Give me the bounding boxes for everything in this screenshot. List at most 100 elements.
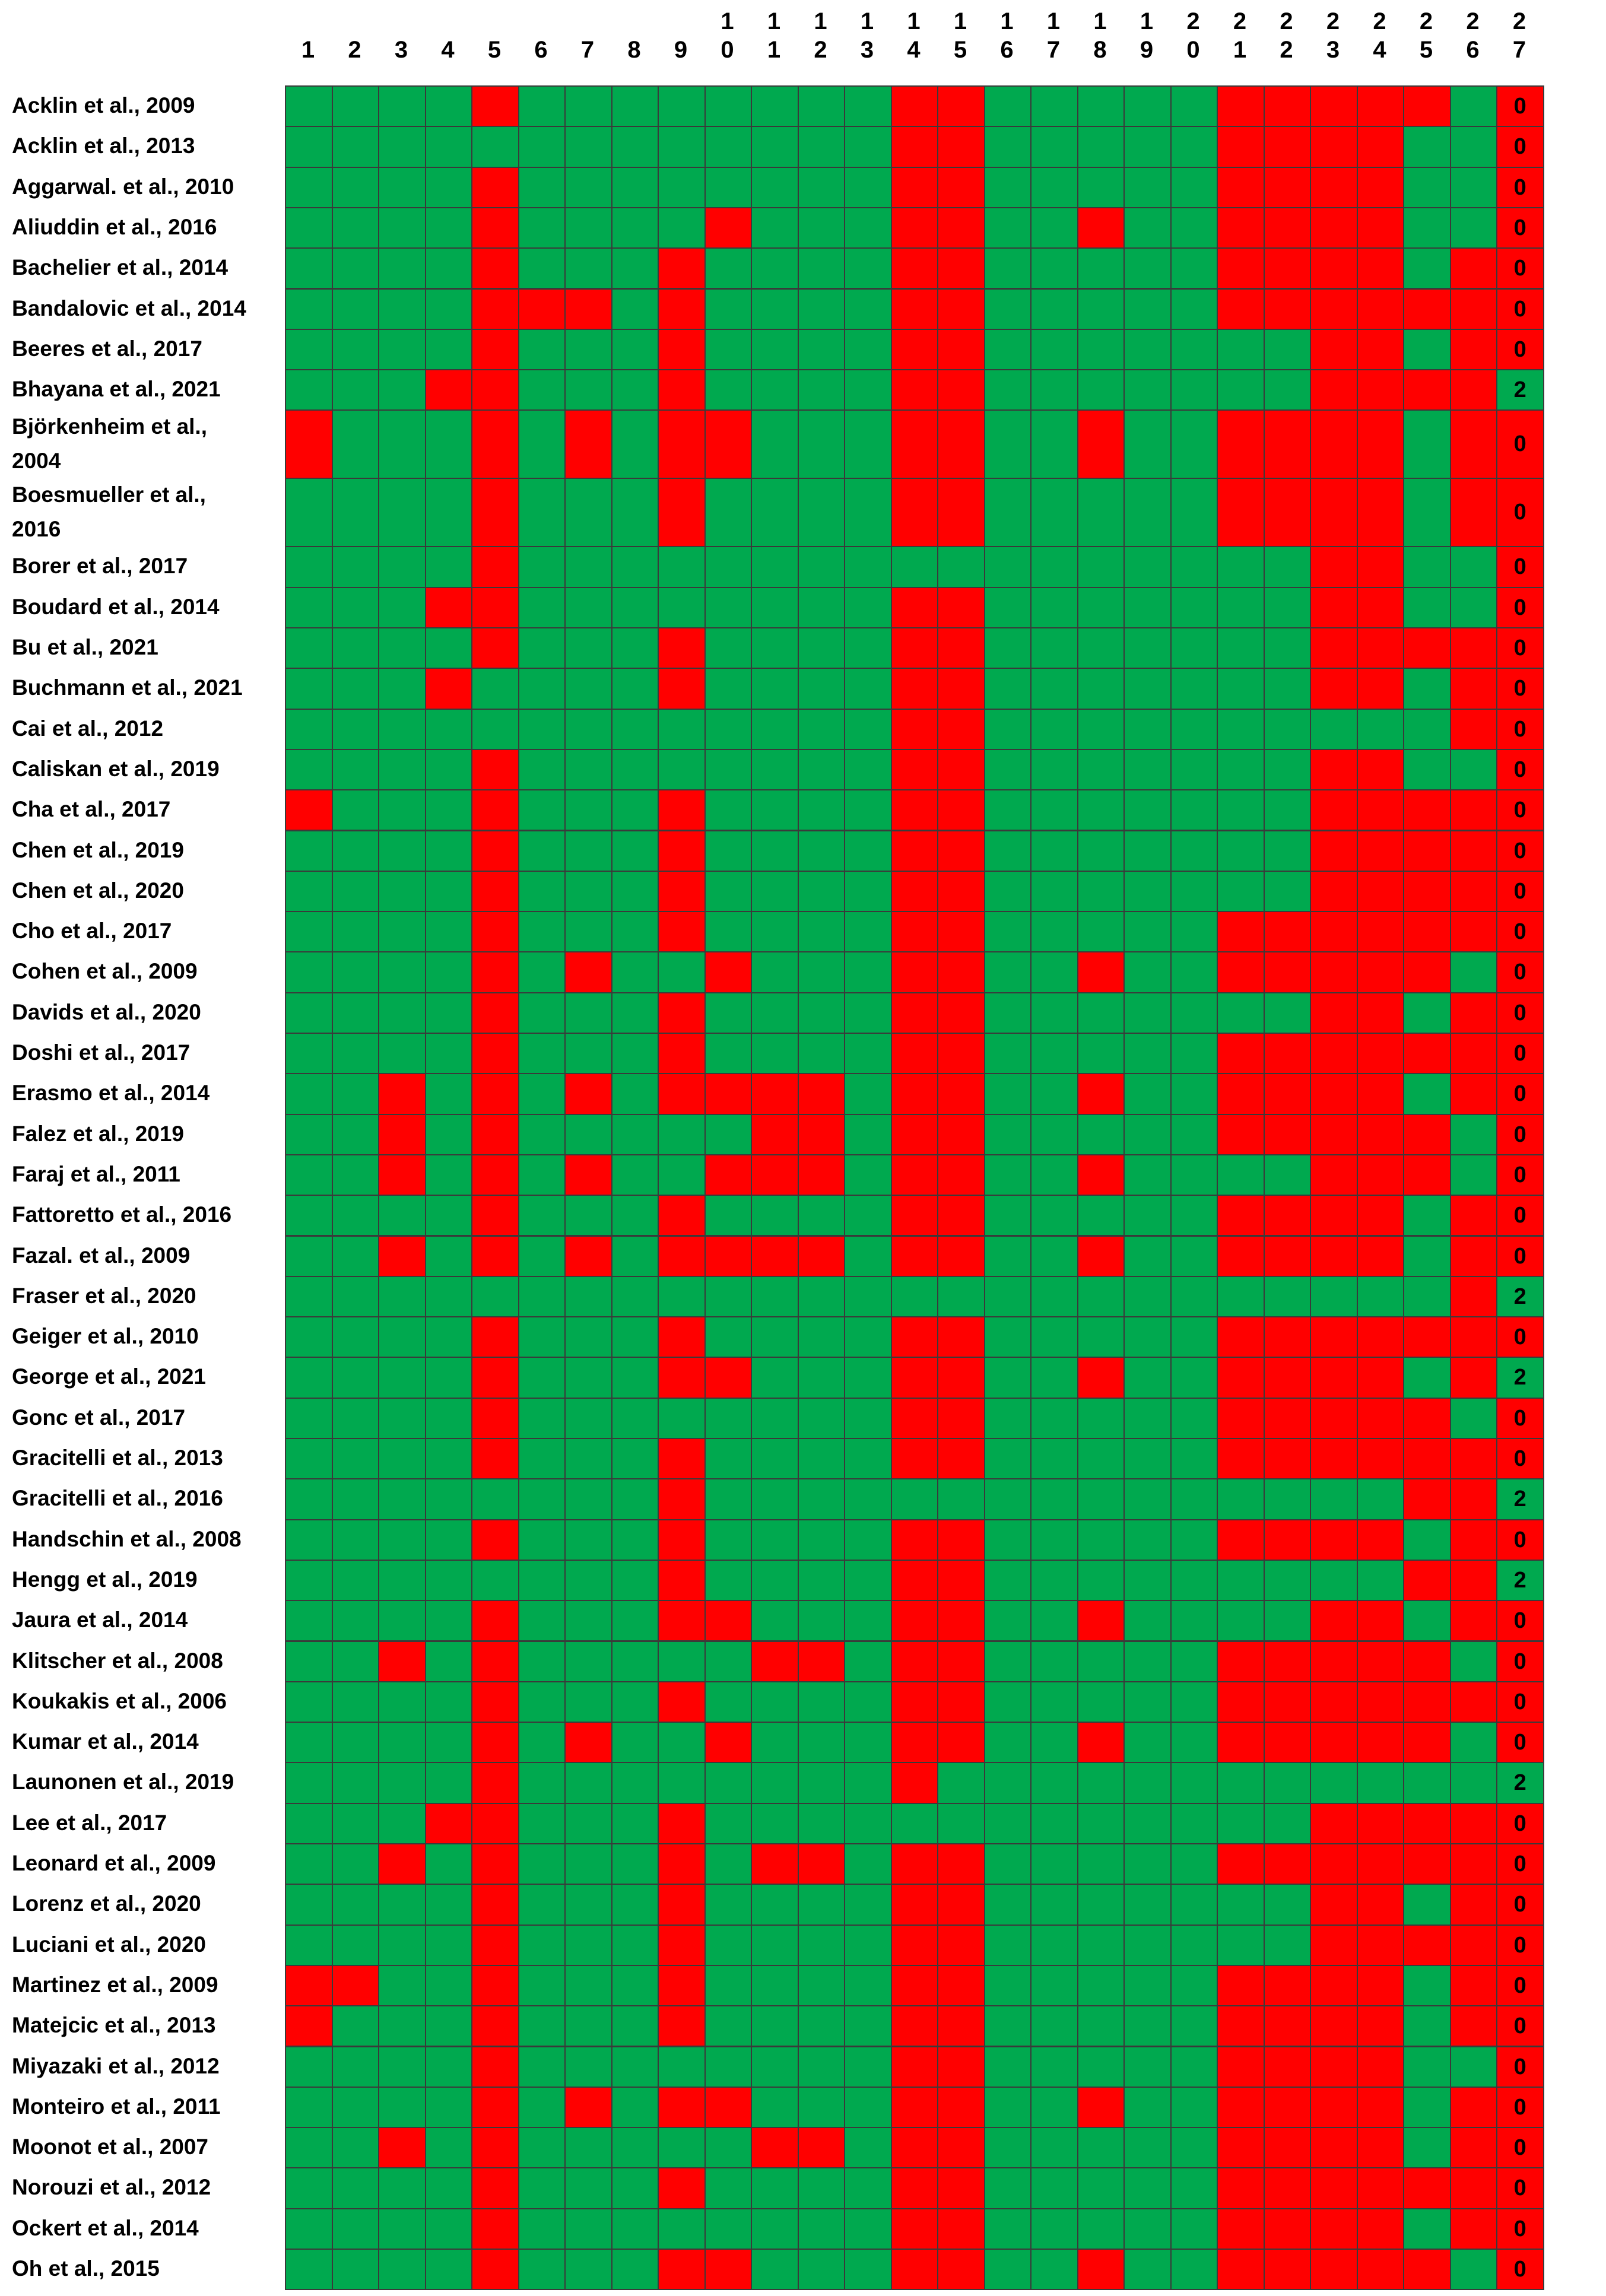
cell-14-26: [1449, 668, 1497, 710]
cell-22-20: [1170, 992, 1218, 1034]
cell-24-12: [797, 1073, 845, 1115]
cell-30-6: [518, 1316, 566, 1358]
cell-49-11: [751, 2086, 799, 2129]
cell-45-4: [424, 1924, 472, 1966]
cell-30-16: [983, 1316, 1031, 1358]
cell-32-21: [1217, 1397, 1265, 1439]
cell-23-22: [1263, 1033, 1311, 1075]
cell-8-9: [658, 369, 706, 411]
cell-14-22: [1263, 668, 1311, 710]
cell-29-20: [1170, 1275, 1218, 1318]
cell-34-7: [564, 1478, 612, 1520]
cell-15-24: [1356, 708, 1404, 750]
cell-13-19: [1123, 627, 1172, 669]
cell-28-25: [1403, 1235, 1451, 1277]
cell-8-6: [518, 369, 566, 411]
cell-4-1: [285, 207, 333, 249]
total-score: 0: [1496, 2167, 1544, 2209]
cell-29-22: [1263, 1275, 1311, 1318]
cell-49-7: [564, 2086, 612, 2129]
cell-14-15: [937, 668, 985, 710]
cell-40-15: [937, 1722, 985, 1764]
cell-17-6: [518, 789, 566, 831]
cell-7-12: [797, 328, 845, 371]
cell-5-7: [564, 247, 612, 290]
cell-20-25: [1403, 911, 1451, 953]
cell-30-7: [564, 1316, 612, 1358]
cell-22-11: [751, 992, 799, 1034]
total-score: 0: [1496, 166, 1544, 208]
cell-45-3: [378, 1924, 426, 1966]
cell-10-13: [844, 478, 892, 548]
cell-41-23: [1310, 1762, 1358, 1804]
cell-45-16: [983, 1924, 1031, 1966]
cell-13-12: [797, 627, 845, 669]
cell-39-2: [331, 1681, 379, 1723]
total-score: 0: [1496, 1316, 1544, 1358]
cell-39-3: [378, 1681, 426, 1723]
cell-16-4: [424, 748, 472, 791]
cell-47-16: [983, 2005, 1031, 2047]
cell-13-20: [1170, 627, 1218, 669]
cell-39-15: [937, 1681, 985, 1723]
cell-27-9: [658, 1195, 706, 1237]
cell-50-10: [704, 2127, 752, 2169]
study-label: Davids et al., 2020: [12, 999, 201, 1024]
cell-9-4: [424, 409, 472, 479]
cell-18-25: [1403, 830, 1451, 872]
cell-49-24: [1356, 2086, 1404, 2129]
study-label: Chen et al., 2020: [12, 878, 184, 903]
study-label: Faraj et al., 2011: [12, 1161, 180, 1186]
cell-3-19: [1123, 166, 1172, 208]
cell-6-2: [331, 288, 379, 330]
cell-38-8: [611, 1640, 659, 1682]
cell-45-8: [611, 1924, 659, 1966]
cell-23-14: [890, 1033, 938, 1075]
cell-14-14: [890, 668, 938, 710]
study-label: Gracitelli et al., 2013: [12, 1446, 223, 1470]
cell-52-11: [751, 2208, 799, 2250]
total-score: 0: [1496, 668, 1544, 710]
cell-24-7: [564, 1073, 612, 1115]
cell-40-22: [1263, 1722, 1311, 1764]
cell-12-21: [1217, 586, 1265, 628]
column-header-2: 2: [348, 37, 361, 63]
cell-38-14: [890, 1640, 938, 1682]
cell-29-7: [564, 1275, 612, 1318]
cell-23-21: [1217, 1033, 1265, 1075]
cell-28-7: [564, 1235, 612, 1277]
cell-42-13: [844, 1802, 892, 1844]
cell-50-16: [983, 2127, 1031, 2169]
cell-37-20: [1170, 1600, 1218, 1642]
cell-53-2: [331, 2249, 379, 2291]
cell-47-25: [1403, 2005, 1451, 2047]
cell-48-26: [1449, 2046, 1497, 2088]
cell-5-12: [797, 247, 845, 290]
cell-24-3: [378, 1073, 426, 1115]
cell-19-25: [1403, 870, 1451, 913]
cell-27-25: [1403, 1195, 1451, 1237]
cell-16-9: [658, 748, 706, 791]
cell-48-17: [1030, 2046, 1078, 2088]
cell-4-21: [1217, 207, 1265, 249]
cell-16-7: [564, 748, 612, 791]
cell-45-12: [797, 1924, 845, 1966]
cell-46-21: [1217, 1964, 1265, 2007]
cell-43-2: [331, 1843, 379, 1885]
cell-3-9: [658, 166, 706, 208]
cell-29-2: [331, 1275, 379, 1318]
cell-39-13: [844, 1681, 892, 1723]
cell-5-5: [471, 247, 519, 290]
cell-3-1: [285, 166, 333, 208]
cell-30-15: [937, 1316, 985, 1358]
cell-6-6: [518, 288, 566, 330]
cell-5-6: [518, 247, 566, 290]
cell-44-22: [1263, 1884, 1311, 1926]
cell-41-22: [1263, 1762, 1311, 1804]
cell-44-13: [844, 1884, 892, 1926]
cell-11-23: [1310, 546, 1358, 588]
study-label: Falez et al., 2019: [12, 1121, 185, 1146]
cell-50-8: [611, 2127, 659, 2169]
cell-13-25: [1403, 627, 1451, 669]
